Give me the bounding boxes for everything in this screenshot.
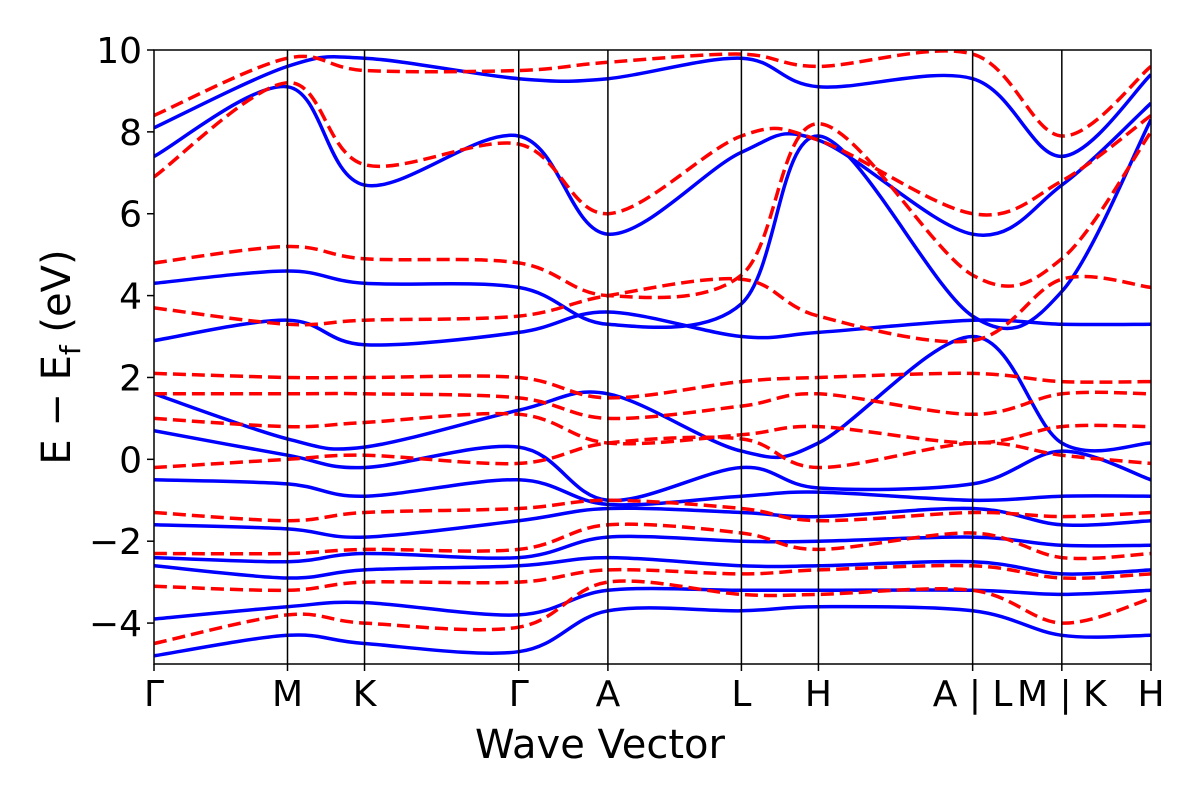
y-tick-label-6: 8 (119, 113, 142, 154)
solid-band-11 (154, 55, 1151, 159)
y-axis-label-group: E − Ef (eV) (34, 249, 87, 464)
dashed-band-2 (154, 522, 1151, 561)
y-axis-label-subscript: f (54, 344, 87, 355)
x-axis-label: Wave Vector (475, 722, 726, 768)
y-tick-label-0: −4 (89, 604, 142, 645)
solid-band-9 (154, 118, 1151, 331)
y-tick-label-1: −2 (89, 522, 142, 563)
dashed-band-10 (154, 80, 1151, 217)
solid-band-2 (154, 555, 1151, 580)
dashed-band-5 (154, 411, 1151, 446)
x-tick-label-7: A | L (933, 674, 1013, 715)
y-tick-label-5: 6 (119, 195, 142, 236)
solid-band-6 (154, 428, 1151, 503)
x-tick-label-5: L (731, 674, 751, 715)
x-tick-label-1: M (272, 674, 303, 715)
y-axis: −4 −2 0 2 4 6 8 10 (89, 31, 154, 645)
x-tick-label-0: Γ (144, 674, 164, 715)
y-tick-label-2: 0 (119, 440, 142, 481)
solid-band-5 (154, 478, 1151, 507)
dashed-band-4 (154, 435, 1151, 470)
y-tick-label-7: 10 (96, 31, 142, 72)
y-axis-label: E − Ef (eV) (34, 249, 87, 464)
dashed-band-6 (154, 390, 1151, 421)
bands-layer (154, 50, 1151, 658)
dashed-band-7 (154, 371, 1151, 400)
x-tick-label-8: M | K (1017, 674, 1108, 715)
solid-band-10 (154, 85, 1151, 237)
high-symmetry-lines (286, 50, 1063, 664)
plot-frame (153, 49, 1152, 665)
x-tick-label-2: K (353, 674, 378, 715)
dashed-band-8 (154, 274, 1151, 344)
x-tick-label-6: H (805, 674, 832, 715)
dashed-band-11 (154, 50, 1151, 138)
solid-band-4 (154, 506, 1151, 540)
dashed-band-9 (154, 121, 1151, 300)
x-tick-label-3: Γ (509, 674, 529, 715)
x-tick-label-9: H (1137, 674, 1164, 715)
solid-band-1 (154, 586, 1151, 621)
dashed-band-3 (154, 498, 1151, 523)
solid-band-7 (154, 334, 1151, 460)
y-axis-label-unit: (eV) (34, 249, 80, 345)
dashed-band-1 (154, 563, 1151, 593)
y-tick-label-3: 2 (119, 358, 142, 399)
solid-band-0 (154, 604, 1151, 658)
y-tick-label-4: 4 (119, 277, 142, 318)
y-axis-label-main: E − E (34, 355, 80, 465)
x-tick-label-4: A (596, 674, 621, 715)
dashed-band-0 (154, 579, 1151, 646)
